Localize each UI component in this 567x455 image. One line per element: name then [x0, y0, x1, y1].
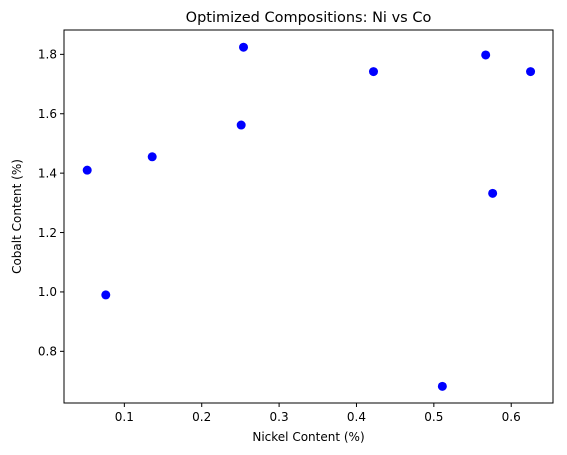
- x-tick-label: 0.4: [347, 410, 366, 424]
- data-points: [82, 42, 536, 391]
- data-point: [481, 50, 491, 60]
- y-tick-label: 1.6: [38, 107, 57, 121]
- x-axis-label: Nickel Content (%): [252, 430, 364, 444]
- y-axis-ticks: 0.8 1.0 1.2 1.4 1.6 1.8: [38, 48, 64, 359]
- y-tick-label: 1.8: [38, 48, 57, 62]
- data-point: [437, 381, 447, 391]
- data-point: [526, 67, 536, 77]
- x-tick-label: 0.1: [115, 410, 134, 424]
- x-tick-label: 0.2: [192, 410, 211, 424]
- data-point: [82, 165, 92, 175]
- y-tick-label: 1.0: [38, 285, 57, 299]
- chart-title: Optimized Compositions: Ni vs Co: [186, 10, 432, 26]
- x-axis-ticks: 0.1 0.2 0.3 0.4 0.5 0.6: [115, 403, 521, 424]
- y-tick-label: 1.2: [38, 226, 57, 240]
- data-point: [236, 120, 246, 130]
- data-point: [147, 152, 157, 162]
- y-axis-label: Cobalt Content (%): [10, 159, 24, 274]
- data-point: [239, 42, 249, 52]
- data-point: [368, 67, 378, 77]
- data-point: [101, 290, 111, 300]
- y-tick-label: 1.4: [38, 166, 57, 180]
- y-tick-label: 0.8: [38, 345, 57, 359]
- data-point: [488, 188, 498, 198]
- x-tick-label: 0.6: [502, 410, 521, 424]
- x-tick-label: 0.3: [270, 410, 289, 424]
- plot-frame: [63, 29, 554, 404]
- x-tick-label: 0.5: [424, 410, 443, 424]
